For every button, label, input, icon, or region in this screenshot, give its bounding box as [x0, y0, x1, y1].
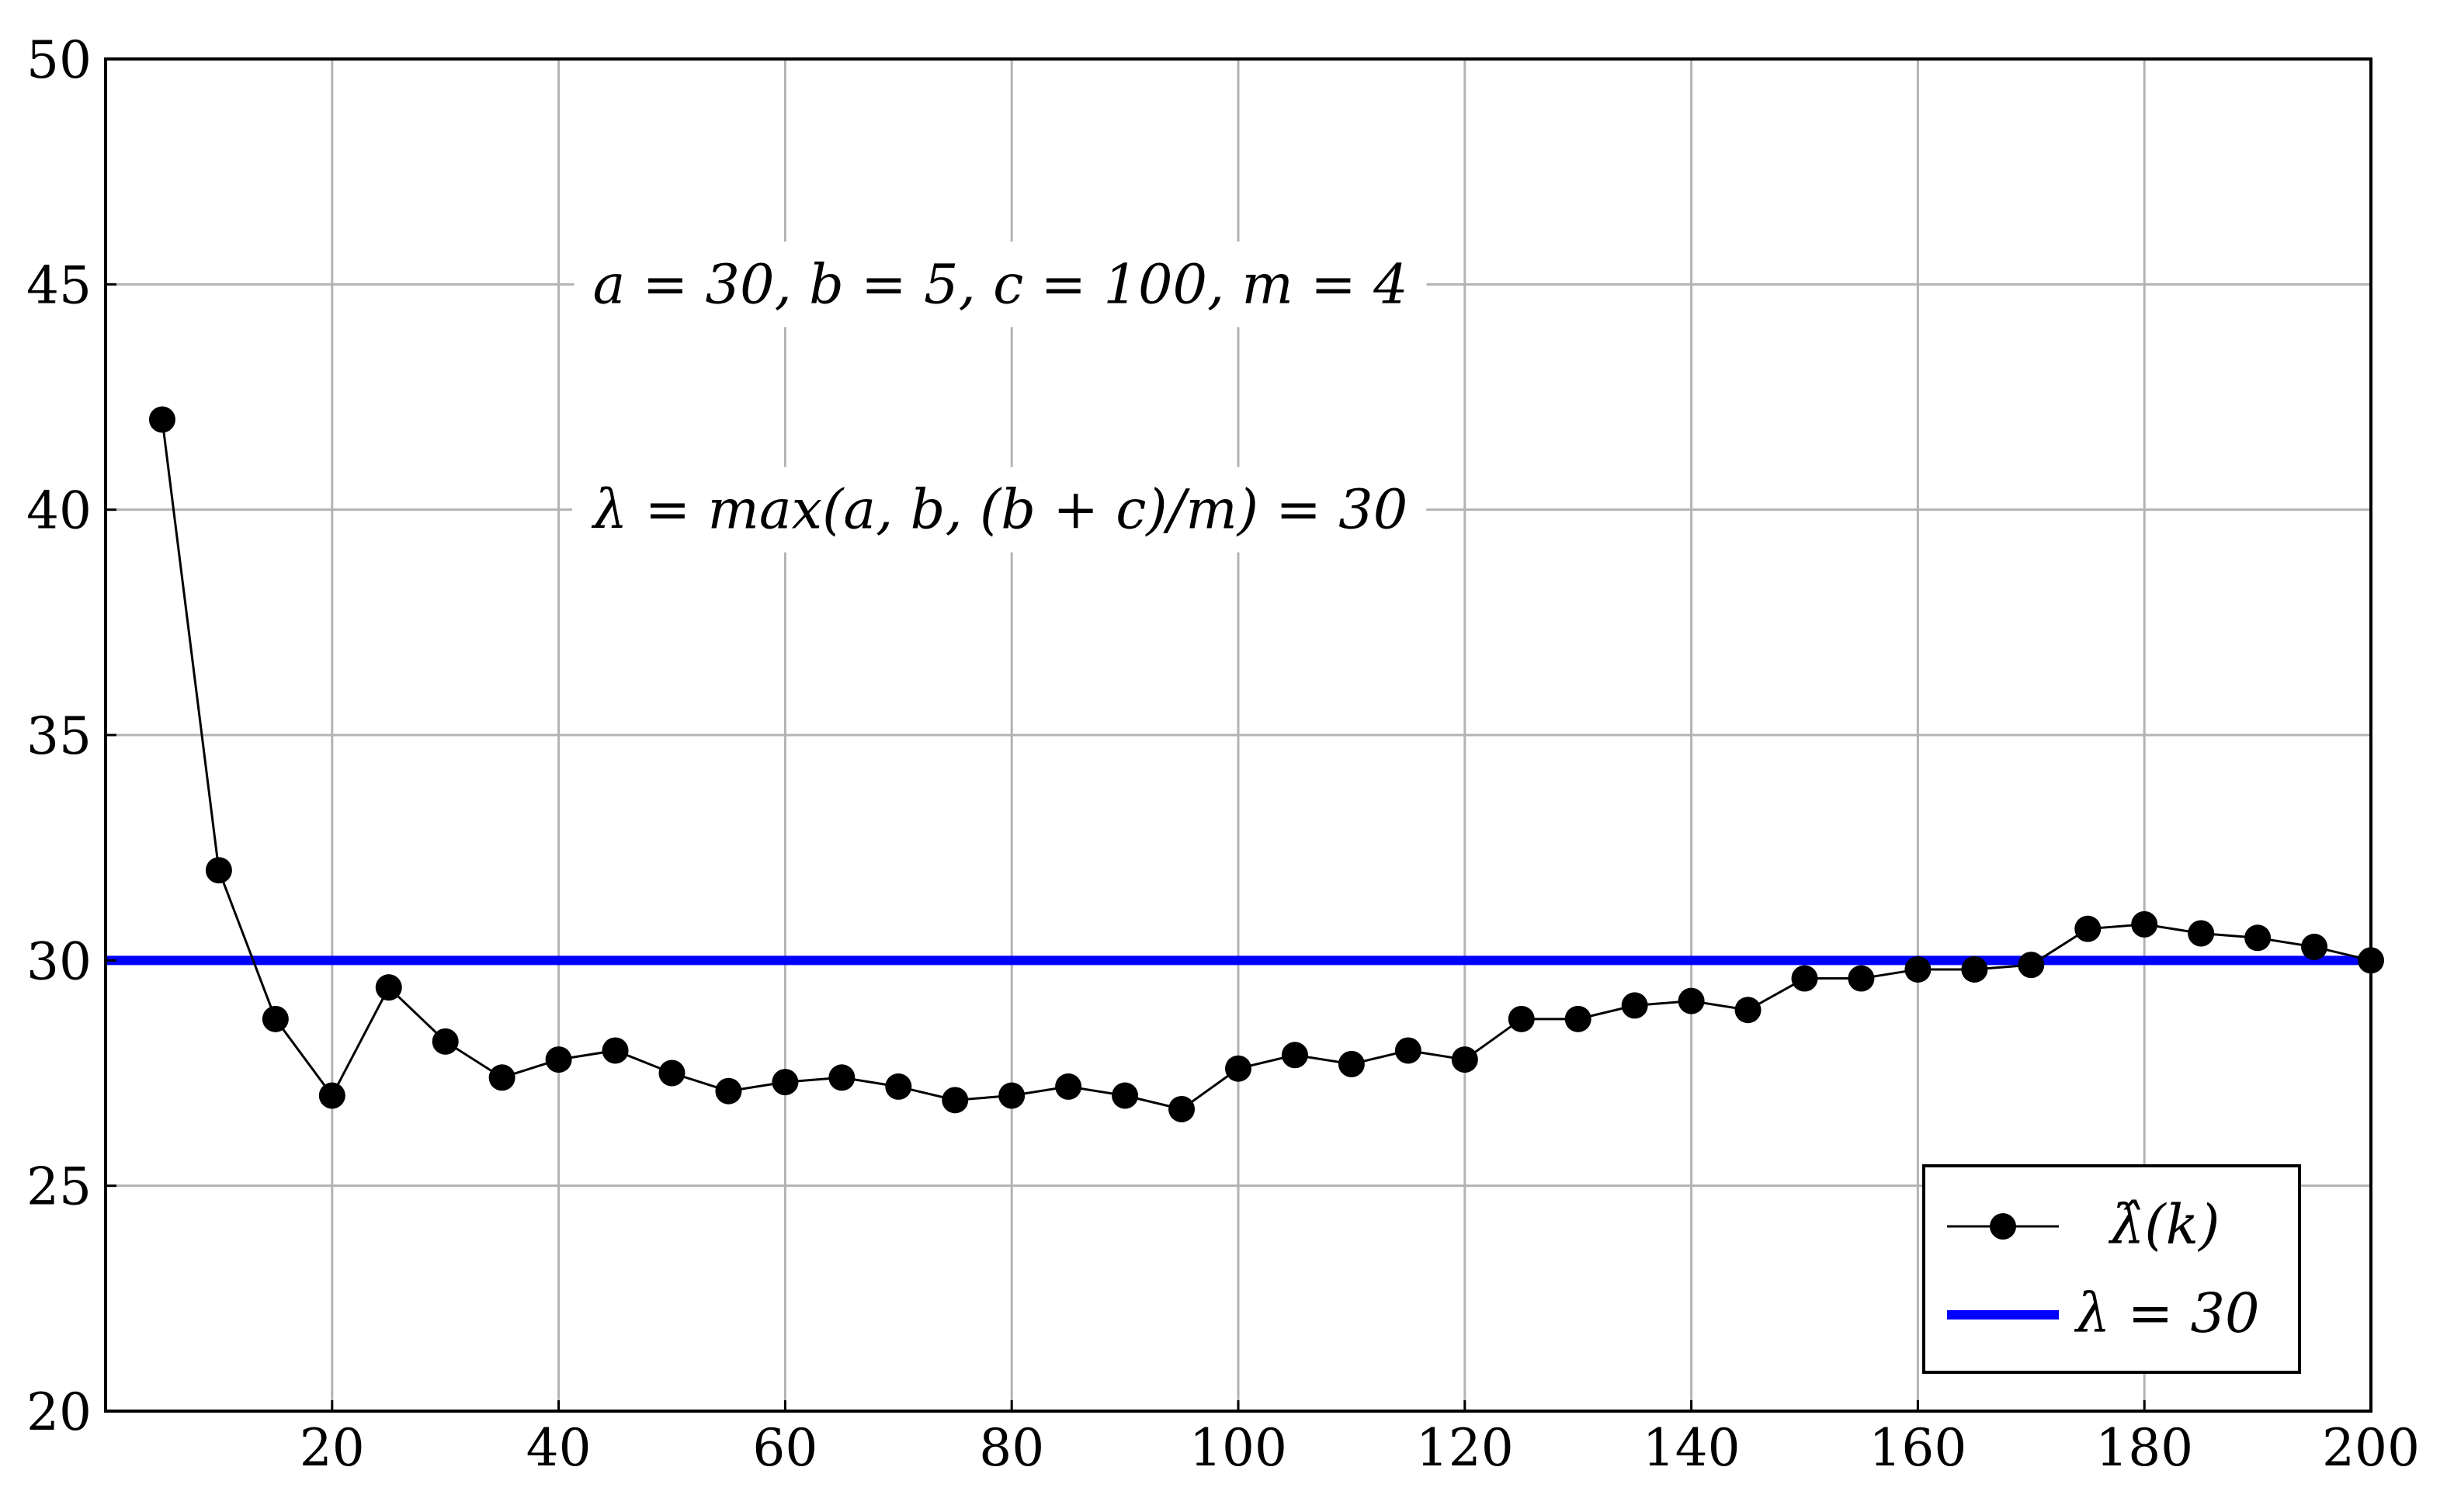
- legend-label-1: λ̂(k): [2108, 1193, 2220, 1257]
- annotation-1: a = 30, b = 5, c = 100, m = 4: [593, 252, 1408, 316]
- data-point: [885, 1073, 912, 1100]
- data-point: [1338, 1050, 1365, 1077]
- data-point: [1055, 1073, 1082, 1100]
- data-point: [545, 1046, 572, 1073]
- x-tick-label: 120: [1416, 1418, 1514, 1478]
- x-tick-label: 20: [300, 1418, 365, 1478]
- x-tick-label: 80: [979, 1418, 1044, 1478]
- x-tick-label: 140: [1643, 1418, 1741, 1478]
- annotation-1-background: [574, 241, 1427, 328]
- data-point: [715, 1077, 742, 1105]
- data-point: [1394, 1037, 1421, 1064]
- data-point: [1848, 965, 1875, 992]
- data-point: [2188, 920, 2215, 947]
- y-tick-label: 20: [26, 1382, 92, 1442]
- data-point: [1451, 1046, 1478, 1073]
- data-point: [1904, 955, 1932, 983]
- data-point: [602, 1037, 629, 1064]
- data-point: [262, 1005, 289, 1032]
- data-point: [2074, 915, 2102, 942]
- data-point: [2244, 924, 2272, 952]
- legend-box: [1922, 1164, 2301, 1374]
- data-point: [828, 1064, 856, 1091]
- data-point: [1791, 965, 1818, 992]
- data-point: [2301, 933, 2328, 960]
- data-point: [375, 974, 402, 1001]
- annotation-2: λ = max(a, b, (b + c)/m) = 30: [591, 478, 1407, 542]
- x-tick-label: 160: [1869, 1418, 1966, 1478]
- data-point: [432, 1028, 459, 1055]
- data-point: [1621, 992, 1648, 1019]
- legend-swatch-marker-1: [1990, 1213, 2016, 1240]
- y-tick-label: 30: [26, 931, 92, 991]
- legend-label-2: λ = 30: [2074, 1281, 2260, 1345]
- data-point: [1678, 987, 1705, 1014]
- data-point: [2131, 910, 2158, 938]
- data-point: [1961, 955, 1988, 983]
- data-point: [942, 1087, 969, 1114]
- data-point: [1281, 1042, 1308, 1069]
- data-point: [148, 406, 175, 433]
- y-tick-label: 50: [26, 30, 92, 90]
- y-tick-label: 35: [26, 706, 92, 766]
- series-line: [161, 419, 2372, 1111]
- data-point: [2018, 952, 2045, 979]
- data-point: [1112, 1082, 1139, 1109]
- y-tick-label: 25: [26, 1157, 92, 1217]
- x-tick-label: 200: [2322, 1418, 2420, 1478]
- data-point: [1564, 1005, 1591, 1032]
- annotations: a = 30, b = 5, c = 100, m = 4 λ = max(a,…: [571, 241, 1427, 553]
- legend: λ̂(k) λ = 30: [1922, 1164, 2301, 1374]
- x-axis-ticks: 20 40 60 80 100 120 140 160 180 200: [300, 1400, 2420, 1478]
- data-point: [1508, 1005, 1535, 1032]
- data-point: [658, 1059, 686, 1087]
- y-axis-ticks: 20 25 30 35 40 45 50: [26, 30, 116, 1442]
- data-point: [1168, 1095, 1196, 1122]
- x-tick-label: 40: [526, 1418, 592, 1478]
- data-point: [318, 1082, 345, 1109]
- data-point: [772, 1069, 799, 1096]
- data-series: [148, 406, 2384, 1122]
- data-point: [1225, 1055, 1251, 1082]
- annotation-2-background: [571, 466, 1427, 553]
- y-tick-label: 45: [26, 255, 92, 315]
- x-tick-label: 60: [752, 1418, 817, 1478]
- data-point: [488, 1064, 515, 1091]
- y-tick-label: 40: [26, 481, 92, 541]
- x-tick-label: 180: [2095, 1418, 2193, 1478]
- data-point: [998, 1082, 1026, 1109]
- x-tick-label: 100: [1189, 1418, 1287, 1478]
- data-point: [1734, 997, 1761, 1024]
- data-point: [205, 857, 232, 884]
